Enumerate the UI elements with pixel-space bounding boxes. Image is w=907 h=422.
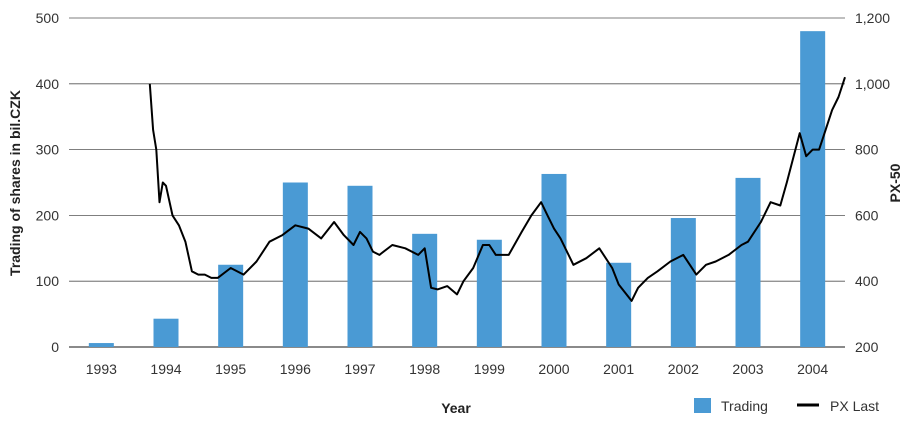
trading-bar xyxy=(88,343,114,347)
x-tick-label: 2000 xyxy=(538,361,569,377)
px-last-line xyxy=(148,76,846,302)
x-tick-label: 1996 xyxy=(280,361,311,377)
x-tick-label: 1995 xyxy=(215,361,246,377)
legend: Trading PX Last xyxy=(694,398,879,414)
trading-bar xyxy=(541,173,567,347)
x-axis-ticks: 1993 1994 1995 1996 1997 1998 1999 2000 2001 2002… xyxy=(86,361,829,377)
left-tick-label: 0 xyxy=(51,339,59,355)
x-tick-label: 1994 xyxy=(150,361,181,377)
legend-px-label: PX Last xyxy=(830,398,879,414)
x-tick-label: 2001 xyxy=(603,361,634,377)
gridlines xyxy=(69,17,845,348)
trading-bar xyxy=(800,31,826,347)
trading-bar xyxy=(218,264,244,347)
left-tick-label: 400 xyxy=(36,76,60,92)
left-axis-ticks: 0 100 200 300 400 500 xyxy=(36,10,60,355)
x-tick-label: 1997 xyxy=(344,361,375,377)
trading-bar xyxy=(476,239,502,347)
x-axis-title: Year xyxy=(441,400,471,416)
right-tick-label: 400 xyxy=(855,273,879,289)
trading-bar xyxy=(347,185,373,347)
x-tick-label: 2003 xyxy=(732,361,763,377)
right-tick-label: 1,000 xyxy=(855,76,890,92)
right-axis-ticks: 200 400 600 800 1,000 1,200 xyxy=(855,10,890,355)
x-tick-label: 1993 xyxy=(86,361,117,377)
left-tick-label: 500 xyxy=(36,10,60,26)
right-tick-label: 600 xyxy=(855,207,879,223)
right-axis-title: PX-50 xyxy=(887,163,903,202)
left-axis-title: Trading of shares in bil.CZK xyxy=(7,90,23,276)
trading-bar xyxy=(735,177,761,347)
trading-bar xyxy=(606,262,632,347)
legend-trading-swatch xyxy=(694,398,711,413)
right-tick-label: 200 xyxy=(855,339,879,355)
right-tick-label: 1,200 xyxy=(855,10,890,26)
legend-trading-label: Trading xyxy=(721,398,768,414)
x-tick-label: 2004 xyxy=(797,361,828,377)
px-last-line-group xyxy=(148,76,846,302)
x-tick-label: 2002 xyxy=(668,361,699,377)
left-tick-label: 300 xyxy=(36,142,60,158)
left-tick-label: 200 xyxy=(36,207,60,223)
trading-bar xyxy=(153,318,179,347)
trading-bar xyxy=(670,218,696,347)
trading-bar xyxy=(282,182,308,347)
x-tick-label: 1998 xyxy=(409,361,440,377)
left-tick-label: 100 xyxy=(36,273,60,289)
right-tick-label: 800 xyxy=(855,142,879,158)
trading-bars xyxy=(88,31,826,347)
x-tick-label: 1999 xyxy=(474,361,505,377)
